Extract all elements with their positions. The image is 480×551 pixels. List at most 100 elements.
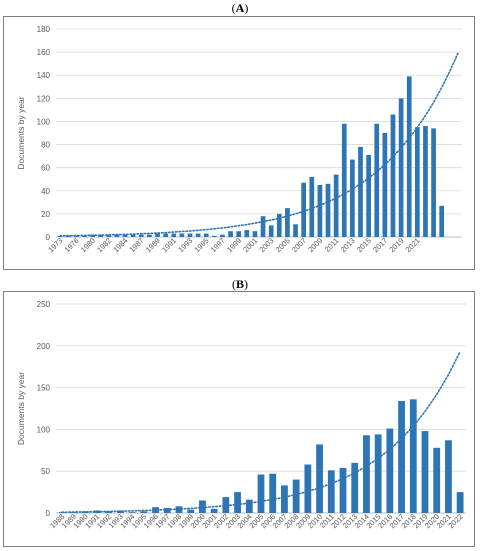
bar-2001 <box>210 508 218 513</box>
bar-1999 <box>187 509 195 513</box>
bar-2010 <box>358 146 363 237</box>
x-tick-label: 2009 <box>306 236 324 254</box>
bar-1996 <box>244 230 250 237</box>
bar-2003 <box>234 492 241 513</box>
bar-2009 <box>304 464 312 513</box>
bar-2012 <box>374 123 380 237</box>
bar-1995 <box>236 231 242 237</box>
bar-2020 <box>439 205 445 237</box>
x-tick-label: 2003 <box>257 236 275 254</box>
x-tick-label: 1984 <box>111 236 129 254</box>
bar-1979 <box>106 234 112 237</box>
bar-2019 <box>431 128 436 237</box>
y-tick-label: 80 <box>41 141 50 150</box>
bar-1982 <box>130 234 136 237</box>
bar-2001 <box>285 208 290 237</box>
bar-2011 <box>327 470 335 513</box>
y-tick-label: 120 <box>37 94 51 103</box>
bar-2009 <box>350 159 355 237</box>
x-tick-label: 1976 <box>63 236 81 254</box>
bar-1990 <box>195 233 201 237</box>
bar-1976 <box>82 235 87 237</box>
bar-1997 <box>163 507 171 513</box>
x-tick-label: 2007 <box>290 236 308 254</box>
bar-1975 <box>73 235 79 237</box>
y-tick-label: 60 <box>41 164 50 173</box>
x-tick-label: 2001 <box>241 236 259 254</box>
bar-2021 <box>445 440 452 513</box>
y-tick-label: 160 <box>37 48 51 57</box>
bar-1999 <box>268 225 274 237</box>
bar-1980 <box>114 234 120 237</box>
x-tick-label: 2015 <box>355 236 373 254</box>
bar-2005 <box>317 185 323 237</box>
bar-1983 <box>138 234 144 237</box>
bar-2018 <box>423 126 428 237</box>
bar-1988 <box>179 233 185 237</box>
bar-2011 <box>366 154 371 237</box>
y-tick-label: 150 <box>37 384 51 393</box>
bar-1990 <box>81 511 89 513</box>
x-tick-label: 2013 <box>339 236 357 254</box>
trend-line <box>61 350 461 513</box>
bar-2015 <box>398 98 404 237</box>
y-tick-label: 40 <box>41 187 50 196</box>
y-axis-label: Documents by year <box>16 96 26 169</box>
x-tick-label: 1989 <box>144 236 162 254</box>
bar-2017 <box>414 127 420 237</box>
y-tick-label: 20 <box>41 210 50 219</box>
bar-2004 <box>245 499 253 513</box>
x-tick-label: 2017 <box>371 236 389 254</box>
bar-1985 <box>155 233 160 237</box>
bar-2005 <box>257 474 265 513</box>
y-tick-label: 0 <box>46 233 51 242</box>
chart-a-frame: 0 20 40 60 80 100 120 140 160 180 Documents by yea… <box>3 16 475 270</box>
x-tick-label: 1982 <box>95 236 113 254</box>
bar-2007 <box>281 485 288 513</box>
y-tick-label: 200 <box>37 342 51 351</box>
bar-2013 <box>382 133 388 237</box>
x-tick-label: 2011 <box>323 236 341 254</box>
bar-2014 <box>363 435 370 513</box>
bar-1995 <box>140 511 148 513</box>
x-tick-label: 1991 <box>160 236 178 254</box>
bar-2004 <box>309 176 315 237</box>
panel-a-label: (A) <box>231 1 249 15</box>
panel-b-label: (B) <box>231 277 248 291</box>
x-tick-label: 1997 <box>209 236 227 254</box>
bar-1984 <box>147 234 152 237</box>
x-tick-label: 1980 <box>79 236 97 254</box>
x-tick-label: 2005 <box>274 236 292 254</box>
bar-1994 <box>128 512 136 513</box>
y-tick-label: 180 <box>37 25 51 34</box>
bar-1987 <box>171 233 177 237</box>
bar-2003 <box>301 182 307 237</box>
bar-2022 <box>456 492 464 513</box>
bar-2015 <box>374 434 382 513</box>
y-tick-label: 50 <box>41 467 50 476</box>
bar-1986 <box>163 233 168 237</box>
x-tick-label: 2021 <box>404 236 422 254</box>
bar-2006 <box>325 183 331 237</box>
bar-2012 <box>339 467 347 513</box>
x-tick-label: 1999 <box>225 236 243 254</box>
x-tick-label: 1993 <box>176 236 194 254</box>
bar-2008 <box>341 123 347 237</box>
bar-2008 <box>292 479 300 513</box>
bar-1981 <box>122 234 128 237</box>
y-axis-label: Documents by year <box>16 372 26 445</box>
x-tick-label: 2019 <box>387 236 405 254</box>
x-tick-label: 1995 <box>192 236 210 254</box>
y-tick-label: 250 <box>37 300 51 309</box>
trend-line <box>59 52 459 237</box>
bar-1994 <box>228 231 233 237</box>
bar-2002 <box>293 224 298 237</box>
bar-2006 <box>269 473 277 513</box>
bar-2016 <box>386 428 394 513</box>
bar-2010 <box>316 444 323 513</box>
bar-2013 <box>351 462 359 513</box>
bar-2018 <box>409 399 417 513</box>
chart-b-frame: 0 50 100 150 200 250 Documents by year 1988 1989… <box>3 291 475 547</box>
bar-1993 <box>117 510 124 513</box>
